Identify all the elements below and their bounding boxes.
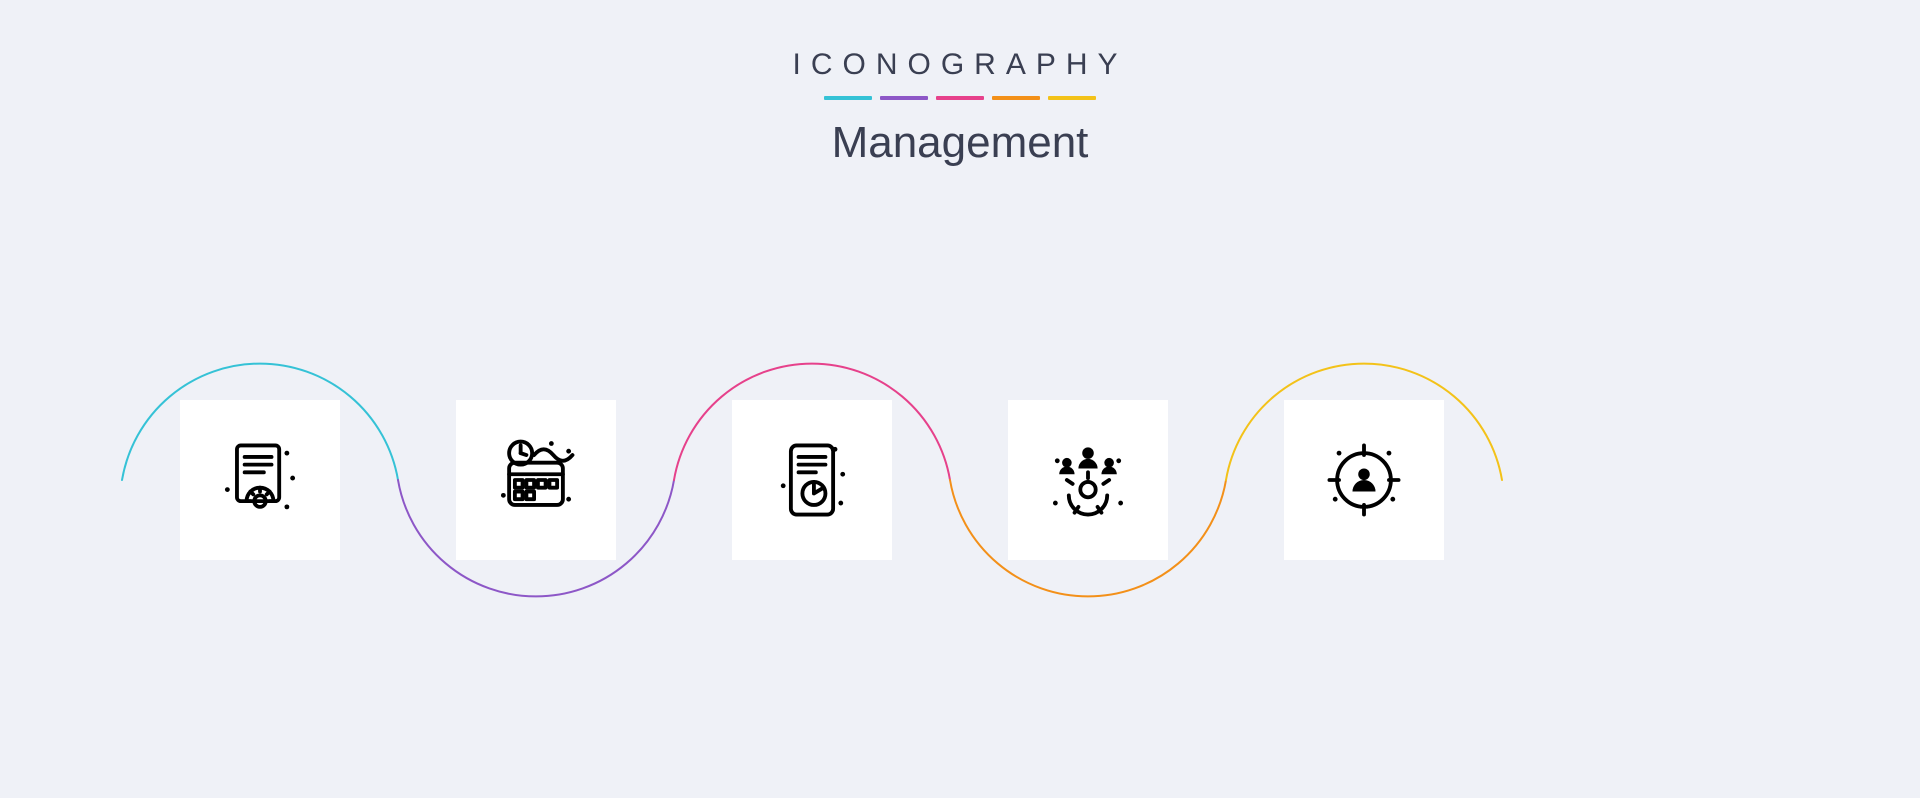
tile-row bbox=[0, 300, 1920, 660]
report-chart-icon bbox=[732, 400, 892, 560]
header: ICONOGRAPHY Management bbox=[0, 0, 1920, 168]
schedule-time-icon bbox=[456, 400, 616, 560]
team-management-icon bbox=[1008, 400, 1168, 560]
brand-stripe bbox=[936, 96, 984, 100]
category-title: Management bbox=[0, 118, 1920, 168]
brand-stripe bbox=[1048, 96, 1096, 100]
brand-stripes bbox=[0, 96, 1920, 100]
brand-stripe bbox=[880, 96, 928, 100]
brand-stripe bbox=[824, 96, 872, 100]
icon-stage bbox=[0, 300, 1920, 660]
brand-stripe bbox=[992, 96, 1040, 100]
document-settings-icon bbox=[180, 400, 340, 560]
target-user-icon bbox=[1284, 400, 1444, 560]
brand-name: ICONOGRAPHY bbox=[0, 48, 1920, 82]
